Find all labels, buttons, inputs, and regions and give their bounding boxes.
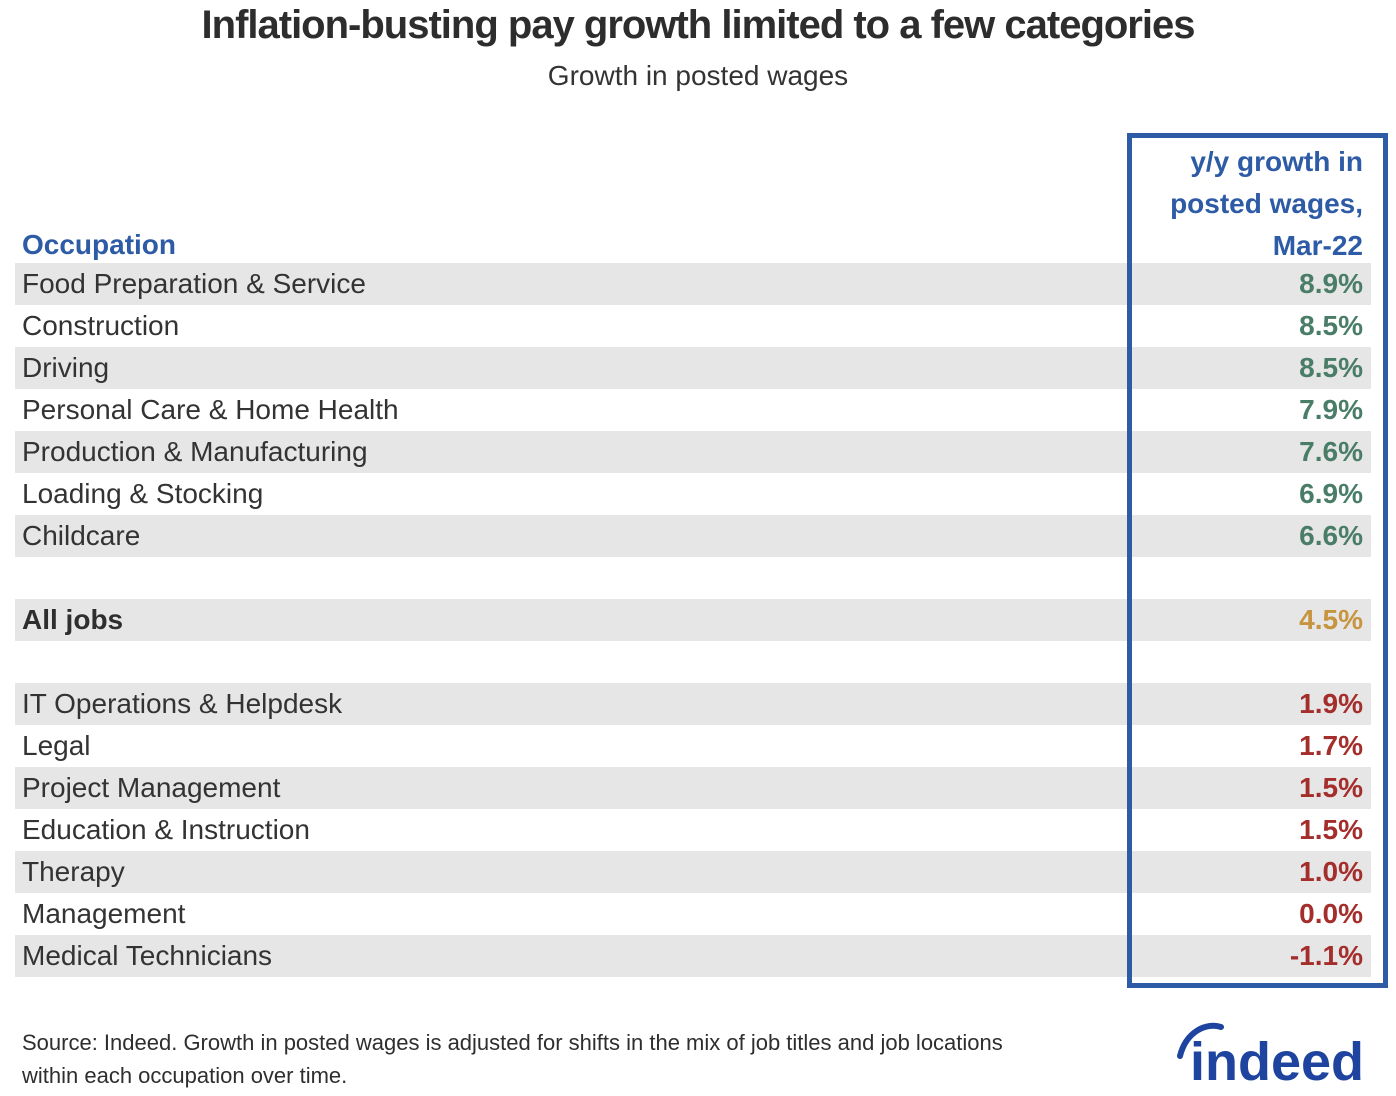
table-row: Personal Care & Home Health 7.9% [15, 389, 1371, 431]
table-row: Legal 1.7% [15, 725, 1371, 767]
growth-value-cell: 7.9% [1299, 394, 1363, 425]
value-column-header: y/y growth in posted wages, Mar-22 [1170, 141, 1363, 267]
chart-title: Inflation-busting pay growth limited to … [201, 3, 1196, 47]
logo-swoosh [1177, 1022, 1224, 1059]
occupation-cell: Therapy [22, 856, 125, 887]
occupation-cell: Construction [22, 310, 180, 341]
growth-value-cell: 1.0% [1299, 856, 1363, 887]
growth-value-cell: 1.5% [1299, 772, 1363, 803]
indeed-logo: indeed [1174, 1014, 1374, 1096]
table-row: Food Preparation & Service 8.9% [15, 263, 1371, 305]
source-note-line-1: Source: Indeed. Growth in posted wages i… [22, 1030, 1003, 1055]
spacer-row [15, 557, 1371, 599]
occupation-cell: Food Preparation & Service [22, 268, 366, 299]
table-row: Loading & Stocking 6.9% [15, 473, 1371, 515]
growth-value-cell: 7.6% [1299, 436, 1363, 467]
occupation-cell: Legal [22, 730, 91, 761]
value-header-line-2: posted wages, [1170, 188, 1363, 219]
indeed-logo-graphic: indeed [1177, 1022, 1364, 1092]
table-row: Construction 8.5% [15, 305, 1371, 347]
spacer-row [15, 641, 1371, 683]
occupation-cell: Medical Technicians [22, 940, 273, 971]
occupation-cell: Driving [22, 352, 110, 383]
occupation-cell: Project Management [22, 772, 281, 803]
table-row: Education & Instruction 1.5% [15, 809, 1371, 851]
growth-value-cell: 8.9% [1299, 268, 1363, 299]
occupation-cell: All jobs [22, 604, 124, 635]
occupation-cell: Production & Manufacturing [22, 436, 368, 467]
occupation-cell: IT Operations & Helpdesk [22, 688, 343, 719]
table-row: Management 0.0% [15, 893, 1371, 935]
table-row: Driving 8.5% [15, 347, 1371, 389]
occupation-cell: Management [22, 898, 186, 929]
occupation-cell: Loading & Stocking [22, 478, 264, 509]
table-row: Project Management 1.5% [15, 767, 1371, 809]
growth-value-cell: 8.5% [1299, 352, 1363, 383]
growth-value-cell: 0.0% [1299, 898, 1363, 929]
logo-wordmark: indeed [1190, 1032, 1364, 1092]
source-note: Source: Indeed. Growth in posted wages i… [22, 1026, 1003, 1092]
occupation-cell: Education & Instruction [22, 814, 310, 845]
growth-value-cell: 6.9% [1299, 478, 1363, 509]
value-header-line-1: y/y growth in [1190, 146, 1363, 177]
table-row: Childcare 6.6% [15, 515, 1371, 557]
growth-value-cell: 6.6% [1299, 520, 1363, 551]
occupation-table: Food Preparation & Service 8.9% Construc… [15, 263, 1371, 977]
occupation-cell: Childcare [22, 520, 141, 551]
source-note-line-2: within each occupation over time. [22, 1063, 348, 1088]
growth-value-cell: 4.5% [1299, 604, 1363, 635]
chart-subtitle: Growth in posted wages [547, 60, 849, 91]
table-row: IT Operations & Helpdesk 1.9% [15, 683, 1371, 725]
growth-value-cell: 1.5% [1299, 814, 1363, 845]
growth-value-cell: -1.1% [1289, 940, 1363, 971]
occupation-column-header: Occupation [22, 229, 177, 260]
occupation-cell: Personal Care & Home Health [22, 394, 399, 425]
table-row: Production & Manufacturing 7.6% [15, 431, 1371, 473]
value-header-line-3: Mar-22 [1272, 230, 1363, 261]
growth-value-cell: 1.9% [1299, 688, 1363, 719]
table-row: Therapy 1.0% [15, 851, 1371, 893]
growth-value-cell: 8.5% [1299, 310, 1363, 341]
table-row-all-jobs: All jobs 4.5% [15, 599, 1371, 641]
growth-value-cell: 1.7% [1299, 730, 1363, 761]
table-row: Medical Technicians -1.1% [15, 935, 1371, 977]
